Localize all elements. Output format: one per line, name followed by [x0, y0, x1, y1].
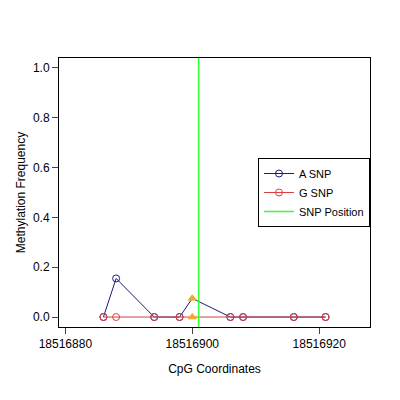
svg-text:1.0: 1.0	[33, 61, 50, 75]
svg-text:0.0: 0.0	[33, 310, 50, 324]
svg-text:0.8: 0.8	[33, 111, 50, 125]
svg-text:0.4: 0.4	[33, 211, 50, 225]
svg-text:18516920: 18516920	[293, 337, 347, 351]
svg-text:CpG Coordinates: CpG Coordinates	[168, 362, 261, 376]
svg-text:Methylation Frequency: Methylation Frequency	[14, 132, 28, 253]
svg-text:18516880: 18516880	[39, 337, 93, 351]
svg-text:18516900: 18516900	[166, 337, 220, 351]
svg-text:0.6: 0.6	[33, 161, 50, 175]
svg-text:0.2: 0.2	[33, 260, 50, 274]
svg-text:A SNP: A SNP	[299, 168, 331, 180]
svg-text:G SNP: G SNP	[299, 187, 333, 199]
svg-text:SNP Position: SNP Position	[299, 206, 364, 218]
